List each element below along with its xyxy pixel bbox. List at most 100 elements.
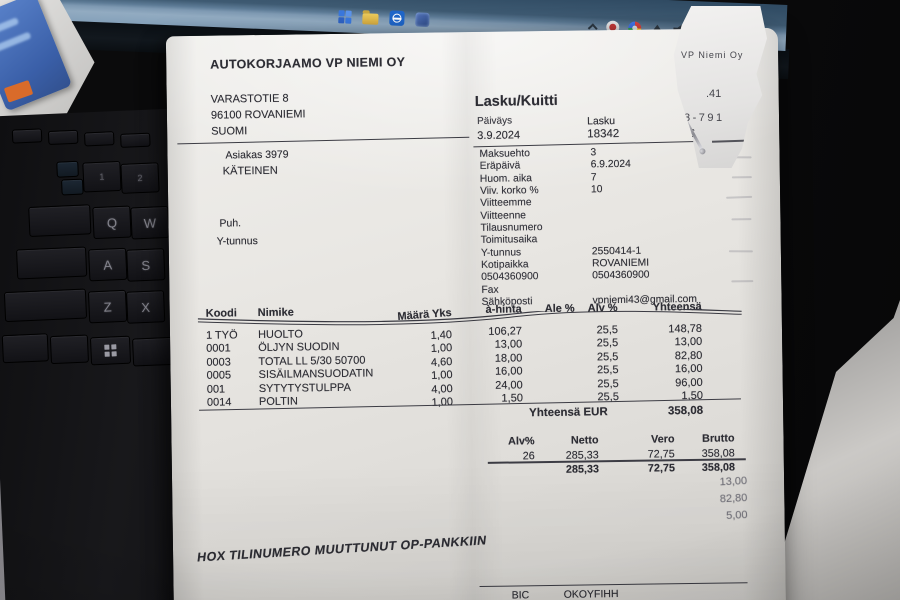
cell-nimike: ÖLJYN SUODIN — [258, 340, 340, 355]
table-header-rule — [197, 308, 742, 326]
key-label: A — [103, 256, 113, 273]
cell-yhteensa: 148,78 — [668, 322, 703, 336]
business-id-label: Y-tunnus — [216, 235, 258, 248]
key-x: X — [125, 290, 166, 324]
card-logo-stripe — [3, 79, 34, 103]
payment-method: KÄTEINEN — [222, 164, 278, 178]
company-address-line: VARASTOTIE 8 — [210, 92, 289, 106]
vat-header-netto: Netto — [570, 434, 599, 447]
vat-header-brutto: Brutto — [702, 432, 735, 445]
cell-alv: 25,5 — [596, 351, 619, 364]
bleedthrough-mark — [731, 218, 752, 221]
bleedthrough-mark — [731, 280, 754, 283]
key-function — [83, 131, 115, 147]
chevron-up-icon — [588, 23, 597, 30]
key-shift — [3, 288, 88, 323]
bleedthrough-value: 5,00 — [725, 509, 748, 523]
key-label: S — [141, 257, 151, 273]
company-name: AUTOKORJAAMO VP NIEMI OY — [210, 54, 406, 72]
meta-label: Viiv. korko % — [479, 185, 539, 197]
cell-koodi: 0001 — [206, 342, 231, 355]
meta-label: Huom. aika — [479, 172, 533, 185]
key-function — [11, 128, 43, 144]
key-label: 1 — [99, 171, 105, 182]
company-address-line: SUOMI — [211, 125, 248, 138]
footer-rule — [479, 582, 748, 587]
meta-value: 0504360900 — [592, 270, 650, 282]
invoice-paper: AUTOKORJAAMO VP NIEMI OY VARASTOTIE 8 96… — [165, 27, 787, 600]
cell-yhteensa: 13,00 — [674, 335, 703, 349]
meta-label: Eräpäivä — [479, 160, 521, 173]
vat-sum-netto: 285,33 — [565, 463, 600, 476]
cell-alv: 25,5 — [596, 337, 619, 350]
cell-koodi: 0005 — [206, 369, 232, 382]
key-a: A — [88, 247, 128, 282]
bleedthrough-value: 13,00 — [719, 475, 748, 489]
cell-koodi: 0014 — [206, 396, 232, 409]
cell-hinta: 24,00 — [495, 379, 523, 392]
divider-line — [177, 136, 470, 145]
key-function — [120, 132, 151, 148]
key-label: Z — [103, 298, 112, 315]
bic-label: BIC — [511, 589, 530, 600]
date-label: Päiväys — [476, 115, 513, 127]
key-function — [47, 129, 79, 146]
cell-koodi: 1 TYÖ — [205, 329, 238, 342]
key-windows — [89, 335, 132, 366]
cell-alv: 25,5 — [597, 364, 619, 377]
meta-value: 10 — [590, 184, 603, 196]
cell-nimike: HUOLTO — [257, 328, 303, 342]
cell-nimike: SYTYTYSTULPPA — [258, 381, 351, 396]
invoice-number: 18342 — [587, 127, 620, 141]
windows-logo-icon — [104, 344, 117, 357]
document-title: Lasku/Kuitti — [474, 92, 558, 110]
taskbar-center-icons — [338, 8, 430, 28]
key-capslock — [16, 246, 88, 280]
meta-label: 0504360900 — [481, 271, 539, 284]
meta-label: Tilausnumero — [480, 222, 543, 234]
cell-nimike: TOTAL LL 5/30 50700 — [258, 354, 366, 369]
note-company-name: VP Niemi Oy — [681, 50, 744, 60]
invoice-content: AUTOKORJAAMO VP NIEMI OY VARASTOTIE 8 96… — [166, 28, 786, 600]
bleedthrough-mark — [728, 250, 753, 253]
windows-start-icon — [338, 10, 352, 24]
bleedthrough-mark — [726, 195, 753, 199]
key-label: X — [140, 299, 151, 315]
cell-hinta: 106,27 — [488, 325, 523, 338]
cell-hinta: 13,00 — [494, 338, 523, 351]
note-number: 3-791 — [684, 112, 725, 124]
key-1: 1 — [82, 160, 122, 193]
cell-alv: 25,5 — [596, 324, 619, 337]
bleedthrough-value: 82,80 — [719, 492, 748, 506]
meta-label: Toimitusaika — [480, 234, 538, 247]
total-label: Yhteensä EUR — [529, 406, 608, 420]
invoice-meta-list: Maksuehto 3 Eräpäivä 6.9.2024 Huom. aika 7 … — [479, 145, 743, 309]
meta-label: Maksuehto — [479, 148, 530, 160]
meta-label: Fax — [481, 284, 499, 296]
key-z: Z — [87, 289, 128, 324]
phone-label: Puh. — [219, 217, 242, 230]
key-fn — [49, 334, 90, 365]
key-w: W — [130, 205, 170, 240]
bic-value: OKOYFIHH — [563, 588, 619, 600]
cell-hinta: 18,00 — [494, 352, 523, 365]
note-number: .41 — [706, 88, 722, 100]
account-change-notice: HOX TILINUMERO MUUTTUNUT OP-PANKKIIN — [196, 533, 488, 565]
teamviewer-icon — [389, 10, 405, 26]
cell-nimike: SISÄILMANSUODATIN — [258, 367, 374, 382]
cell-yhteensa: 16,00 — [674, 362, 703, 376]
cell-yhteensa: 96,00 — [675, 376, 703, 390]
invoice-number-label: Lasku — [586, 115, 616, 128]
meta-label: Y-tunnus — [480, 247, 522, 259]
meta-label: Viitteenne — [480, 210, 527, 222]
meta-value: 7 — [590, 171, 597, 184]
key-2: 2 — [120, 162, 160, 194]
cell-alv: 25,5 — [597, 378, 619, 391]
key-s: S — [126, 248, 166, 282]
invoice-date: 3.9.2024 — [477, 129, 521, 142]
meta-value: 2550414-1 — [591, 245, 642, 258]
file-explorer-icon — [362, 13, 379, 25]
bleedthrough-mark — [731, 176, 752, 179]
meta-label: Kotipaikka — [480, 259, 529, 272]
